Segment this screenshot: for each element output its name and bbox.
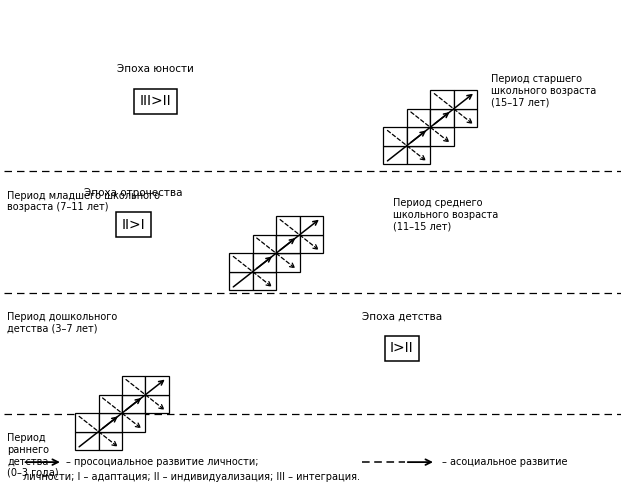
Bar [122, 395, 145, 413]
Bar [276, 216, 300, 235]
Bar [453, 90, 477, 109]
Bar [252, 253, 276, 272]
Bar [300, 216, 323, 235]
Bar [145, 395, 169, 413]
Bar [99, 413, 122, 432]
Bar [122, 395, 145, 413]
Bar [407, 127, 430, 146]
Bar [300, 235, 323, 253]
Bar [99, 432, 122, 450]
Bar [407, 127, 430, 146]
Bar [430, 109, 453, 127]
Bar [276, 253, 300, 272]
Text: I>II: I>II [390, 341, 414, 355]
Text: Период старшего
школьного возраста
(15–17 лет): Период старшего школьного возраста (15–1… [491, 75, 597, 108]
Text: – просоциальное развитие личности;: – просоциальное развитие личности; [66, 457, 258, 467]
Bar [276, 235, 300, 253]
Text: Период среднего
школьного возраста
(11–15 лет): Период среднего школьного возраста (11–1… [392, 198, 498, 231]
Bar [430, 109, 453, 127]
Text: Период дошкольного
детства (3–7 лет): Период дошкольного детства (3–7 лет) [8, 312, 117, 333]
Bar [75, 413, 99, 432]
Bar [453, 109, 477, 127]
Text: Эпоха отрочества: Эпоха отрочества [84, 188, 183, 198]
Bar [229, 253, 252, 272]
Bar [75, 432, 99, 450]
Bar [252, 272, 276, 290]
Bar [229, 272, 252, 290]
Text: III>II: III>II [139, 94, 171, 108]
Text: Эпоха детства: Эпоха детства [362, 312, 442, 322]
Bar [383, 146, 407, 164]
Text: Период
раннего
детства
(0–3 года): Период раннего детства (0–3 года) [8, 433, 59, 478]
Bar [122, 376, 145, 395]
Bar [276, 235, 300, 253]
Bar [99, 395, 122, 413]
Bar [122, 413, 145, 432]
Bar [99, 413, 122, 432]
Bar [252, 253, 276, 272]
Text: Эпоха юности: Эпоха юности [117, 64, 193, 75]
Text: личности; I – адаптация; II – индивидуализация; III – интеграция.: личности; I – адаптация; II – индивидуал… [23, 471, 360, 482]
Bar [145, 376, 169, 395]
Bar [407, 146, 430, 164]
Text: II>I: II>I [122, 218, 146, 232]
Bar [407, 109, 430, 127]
Bar [430, 127, 453, 146]
Bar [383, 127, 407, 146]
Bar [430, 90, 453, 109]
Bar [252, 235, 276, 253]
Text: – асоциальное развитие: – асоциальное развитие [442, 457, 568, 467]
Text: Период младшего школьного
возраста (7–11 лет): Период младшего школьного возраста (7–11… [8, 191, 160, 212]
